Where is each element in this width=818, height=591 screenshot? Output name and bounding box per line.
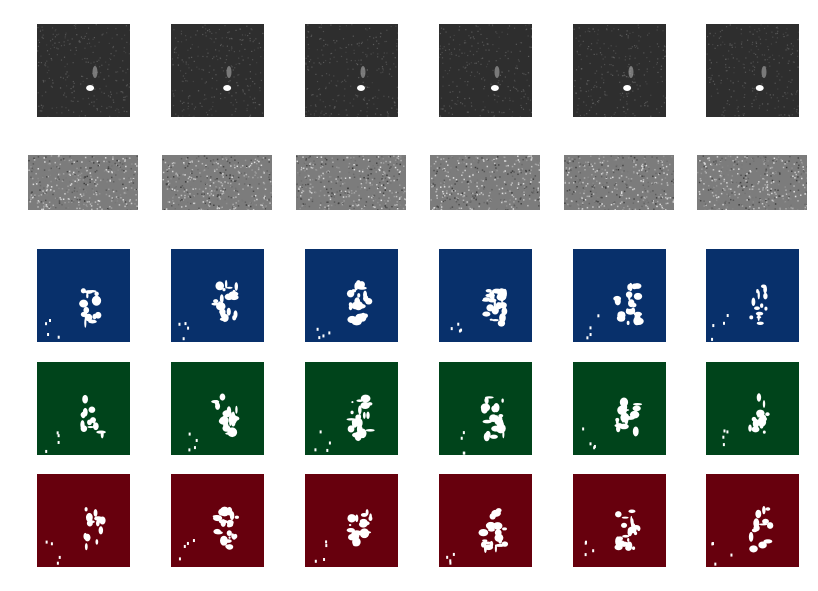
mask-panel-r4-c2 [171, 362, 264, 455]
mask-panel-r3-c1 [37, 249, 130, 342]
mask-panel-r4-c4 [439, 362, 532, 455]
mask-panel-r3-c4 [439, 249, 532, 342]
mask-panel-r3-c3 [305, 249, 398, 342]
mask-panel-r3-c5 [573, 249, 666, 342]
grid-row-3 [0, 249, 818, 342]
mask-panel-r3-c2 [171, 249, 264, 342]
grayscale-strip-panel-r2-c1 [28, 155, 138, 210]
mask-panel-r5-c3 [305, 474, 398, 567]
mask-panel-r4-c3 [305, 362, 398, 455]
grayscale-frame-panel-r1-c3 [305, 24, 398, 117]
grayscale-frame-panel-r1-c2 [171, 24, 264, 117]
grayscale-strip-panel-r2-c2 [162, 155, 272, 210]
mask-panel-r4-c5 [573, 362, 666, 455]
grid-row-4 [0, 362, 818, 455]
grayscale-frame-panel-r1-c6 [706, 24, 799, 117]
mask-panel-r5-c1 [37, 474, 130, 567]
mask-panel-r5-c5 [573, 474, 666, 567]
mask-panel-r4-c6 [706, 362, 799, 455]
grayscale-strip-panel-r2-c6 [697, 155, 807, 210]
grid-row-5 [0, 474, 818, 567]
mask-panel-r5-c6 [706, 474, 799, 567]
grid-row-1 [0, 24, 818, 117]
mask-panel-r5-c4 [439, 474, 532, 567]
mask-panel-r4-c1 [37, 362, 130, 455]
grayscale-frame-panel-r1-c4 [439, 24, 532, 117]
grayscale-strip-panel-r2-c3 [296, 155, 406, 210]
grayscale-frame-panel-r1-c5 [573, 24, 666, 117]
grayscale-strip-panel-r2-c5 [564, 155, 674, 210]
grid-row-2 [0, 155, 818, 210]
mask-panel-r3-c6 [706, 249, 799, 342]
mask-panel-r5-c2 [171, 474, 264, 567]
grayscale-strip-panel-r2-c4 [430, 155, 540, 210]
grayscale-frame-panel-r1-c1 [37, 24, 130, 117]
